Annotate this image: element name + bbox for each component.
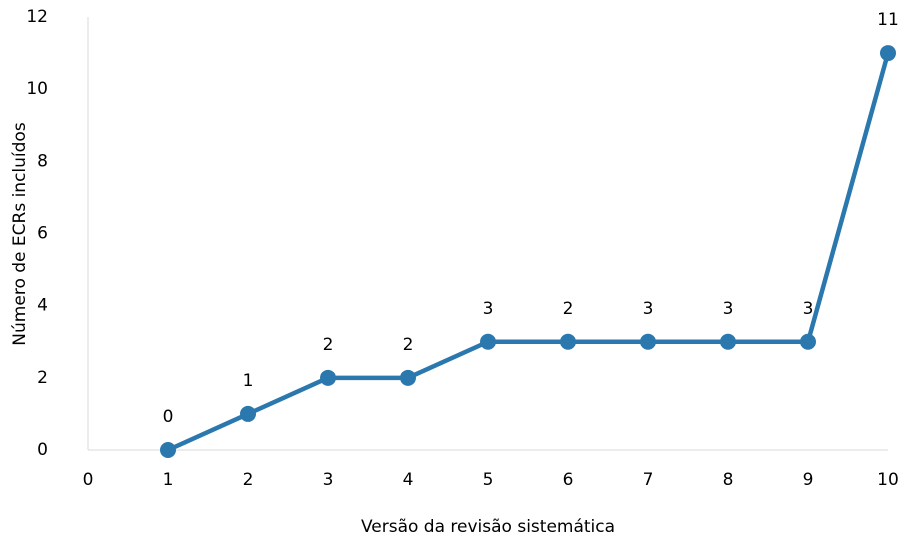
y-tick-label: 0 xyxy=(37,440,48,460)
data-label: 11 xyxy=(877,10,899,30)
x-tick-label: 7 xyxy=(643,470,654,490)
y-tick-label: 2 xyxy=(37,368,48,388)
data-label: 2 xyxy=(323,335,334,355)
data-label: 1 xyxy=(243,371,254,391)
x-tick-label: 9 xyxy=(803,470,814,490)
x-tick-label: 5 xyxy=(483,470,494,490)
data-label: 2 xyxy=(403,335,414,355)
line xyxy=(167,52,891,453)
y-tick-label: 6 xyxy=(37,224,48,244)
marker xyxy=(560,333,576,350)
x-tick-label: 1 xyxy=(163,470,174,490)
marker xyxy=(240,405,256,422)
marker xyxy=(720,333,736,350)
y-tick-label: 8 xyxy=(37,151,48,171)
x-tick-label: 3 xyxy=(323,470,334,490)
data-label: 2 xyxy=(563,299,574,319)
x-tick-label: 8 xyxy=(723,470,734,490)
y-axis-title: Número de ECRs incluídos xyxy=(10,122,30,346)
x-tick-label: 0 xyxy=(83,470,94,490)
x-tick-label: 10 xyxy=(877,470,899,490)
marker xyxy=(800,333,816,350)
x-tick-label: 4 xyxy=(403,470,414,490)
marker xyxy=(640,333,656,350)
data-label: 0 xyxy=(163,407,174,427)
data-label: 3 xyxy=(483,299,494,319)
data-label: 3 xyxy=(723,299,734,319)
marker xyxy=(400,369,416,386)
data-label: 3 xyxy=(803,299,814,319)
x-tick-label: 6 xyxy=(563,470,574,490)
marker xyxy=(320,369,336,386)
x-tick-label: 2 xyxy=(243,470,254,490)
x-axis-title: Versão da revisão sistemática xyxy=(361,517,615,537)
marker xyxy=(480,333,496,350)
data-label: 3 xyxy=(643,299,654,319)
y-tick-label: 4 xyxy=(37,296,48,316)
marker xyxy=(160,442,176,458)
y-tick-label: 10 xyxy=(26,79,48,99)
y-tick-label: 12 xyxy=(26,7,48,27)
marker xyxy=(880,45,896,62)
